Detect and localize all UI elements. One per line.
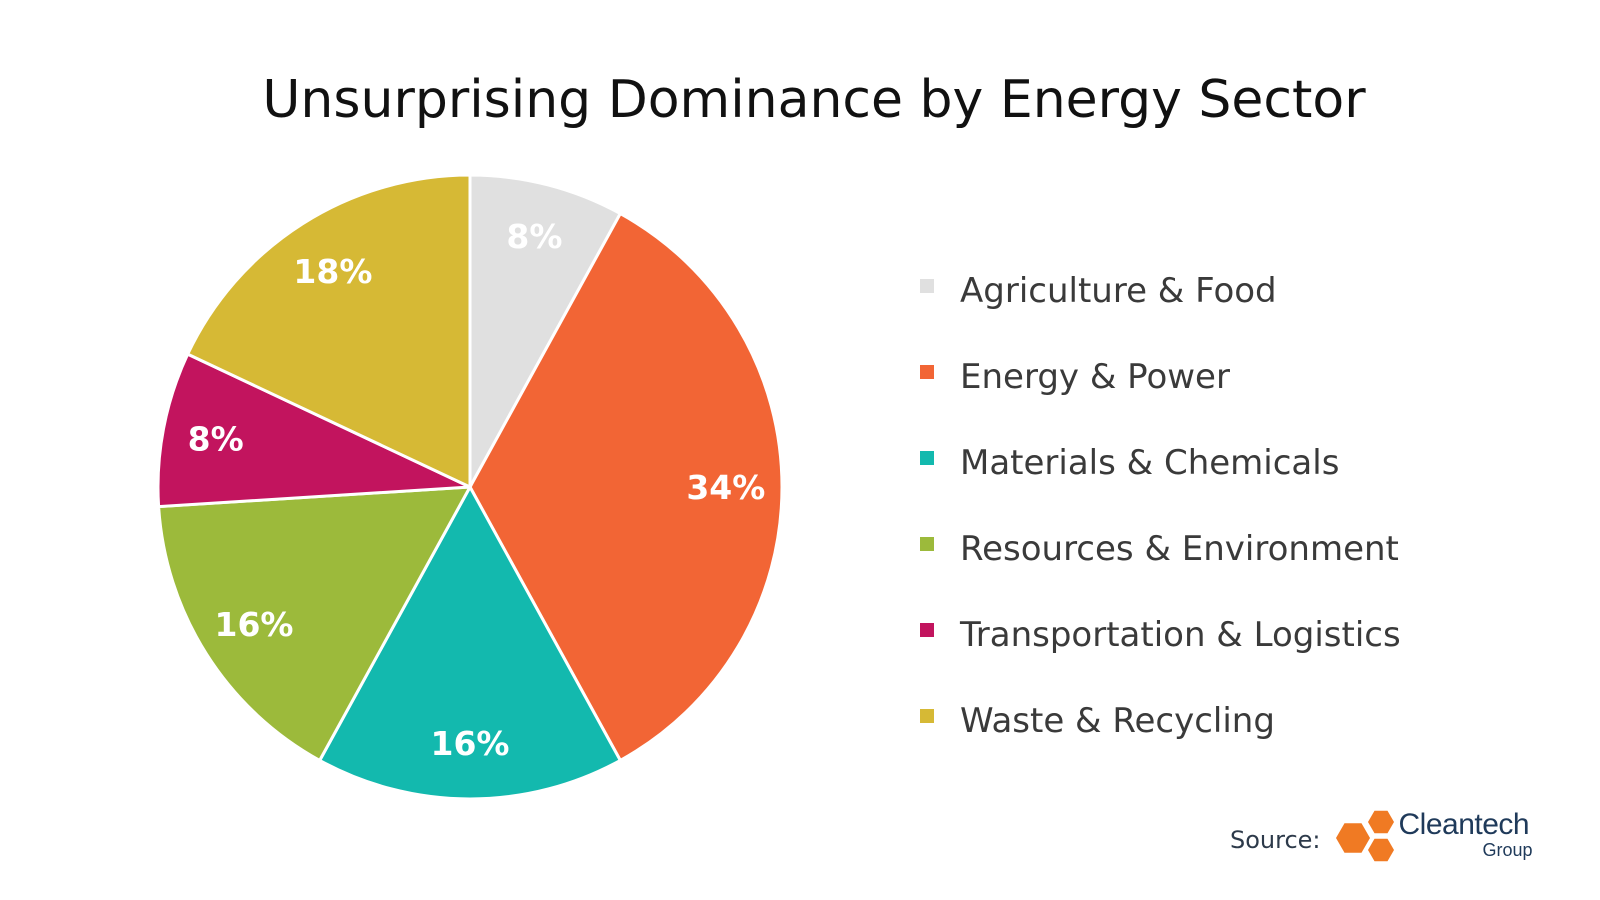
logo-brand-sub: Group bbox=[1482, 840, 1533, 860]
legend-label-energy-and-power: Energy & Power bbox=[960, 357, 1230, 397]
legend-swatch-materials-and-chemicals bbox=[920, 451, 934, 465]
legend-item-agriculture-and-food: Agriculture & Food bbox=[920, 248, 1401, 334]
legend-label-transportation-and-logistics: Transportation & Logistics bbox=[960, 615, 1401, 655]
legend-swatch-energy-and-power bbox=[920, 365, 934, 379]
data-label-materials-and-chemicals: 16% bbox=[431, 724, 510, 763]
legend-item-materials-and-chemicals: Materials & Chemicals bbox=[920, 420, 1401, 506]
pie-chart: 8% 34% 16% 16% 8% 18% bbox=[156, 173, 784, 801]
pie-slice-agriculture-and-food bbox=[468, 173, 623, 488]
source-attribution: Source: Cleantech Group bbox=[1230, 806, 1553, 866]
legend-label-resources-and-environment: Resources & Environment bbox=[960, 529, 1399, 569]
pie-slice-waste-and-recycling bbox=[185, 173, 472, 490]
legend-item-transportation-and-logistics: Transportation & Logistics bbox=[920, 592, 1401, 678]
pie-slice-energy-and-power bbox=[468, 211, 784, 763]
legend-label-waste-and-recycling: Waste & Recycling bbox=[960, 701, 1275, 741]
pie-slice-transportation-and-logistics bbox=[156, 352, 471, 509]
logo-brand: Cleantech bbox=[1398, 808, 1530, 841]
legend-swatch-agriculture-and-food bbox=[920, 279, 934, 293]
data-label-agriculture-and-food: 8% bbox=[506, 217, 562, 256]
legend-label-agriculture-and-food: Agriculture & Food bbox=[960, 271, 1277, 311]
legend-label-materials-and-chemicals: Materials & Chemicals bbox=[960, 443, 1340, 483]
legend-swatch-resources-and-environment bbox=[920, 537, 934, 551]
pie-slice-materials-and-chemicals bbox=[317, 483, 623, 801]
data-label-resources-and-environment: 16% bbox=[214, 605, 293, 644]
legend: Agriculture & Food Energy & Power Material… bbox=[920, 248, 1401, 764]
chart-title: Unsurprising Dominance by Energy Sector bbox=[262, 70, 1366, 130]
data-label-energy-and-power: 34% bbox=[686, 468, 765, 507]
legend-swatch-transportation-and-logistics bbox=[920, 623, 934, 637]
data-label-transportation-and-logistics: 8% bbox=[188, 419, 244, 458]
legend-item-waste-and-recycling: Waste & Recycling bbox=[920, 678, 1401, 764]
legend-item-energy-and-power: Energy & Power bbox=[920, 334, 1401, 420]
cleantech-group-logo: Cleantech Group bbox=[1333, 806, 1553, 866]
legend-item-resources-and-environment: Resources & Environment bbox=[920, 506, 1401, 592]
hexagon-logo-icon bbox=[1335, 810, 1394, 862]
source-label: Source: bbox=[1230, 826, 1321, 854]
legend-swatch-waste-and-recycling bbox=[920, 709, 934, 723]
pie-slice-resources-and-environment bbox=[157, 485, 473, 763]
data-label-waste-and-recycling: 18% bbox=[293, 252, 372, 291]
